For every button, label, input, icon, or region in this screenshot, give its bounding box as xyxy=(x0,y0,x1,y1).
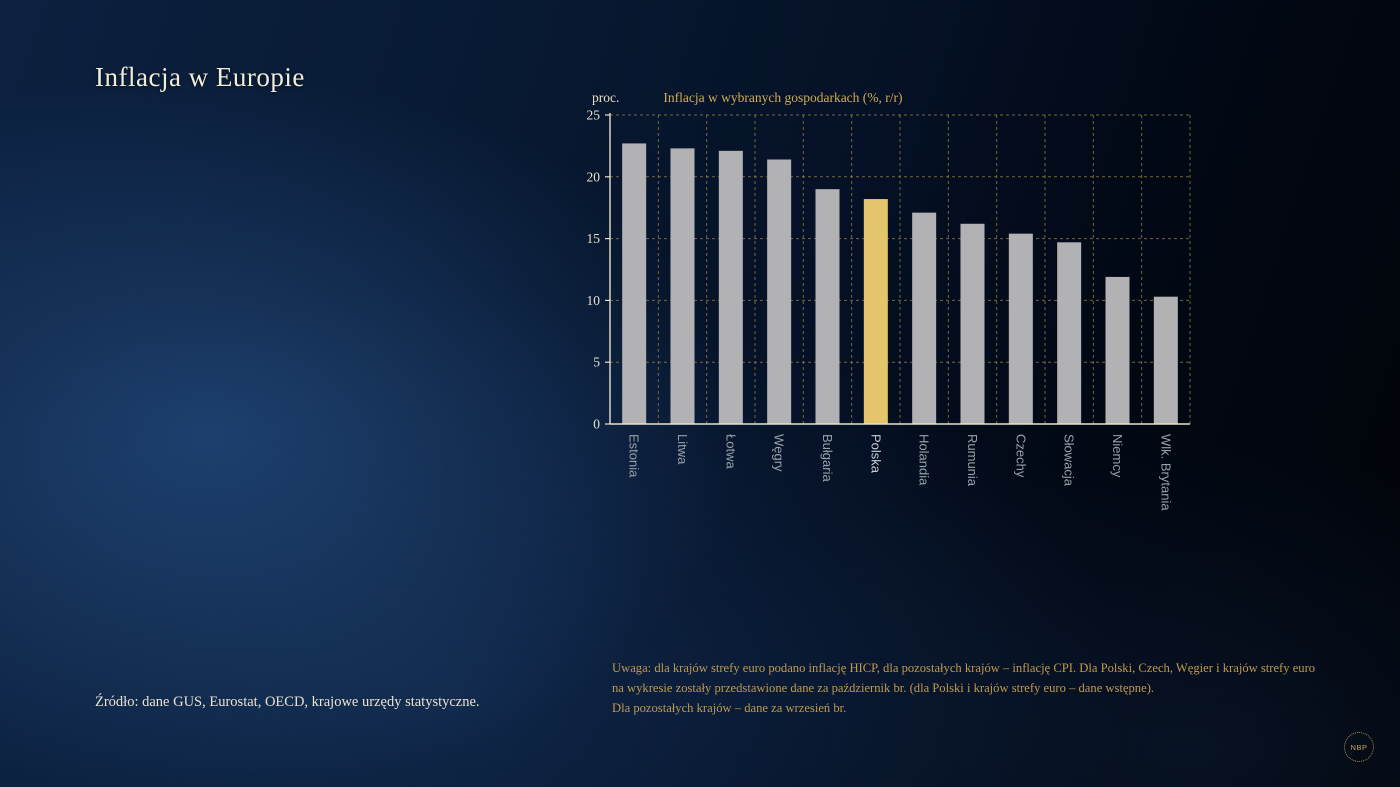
svg-text:0: 0 xyxy=(593,417,600,432)
svg-text:20: 20 xyxy=(587,169,601,184)
svg-text:Litwa: Litwa xyxy=(675,434,690,465)
svg-text:Węgry: Węgry xyxy=(772,434,787,472)
page-title: Inflacja w Europie xyxy=(95,62,305,92)
svg-text:5: 5 xyxy=(593,355,600,370)
svg-text:Polska: Polska xyxy=(868,434,883,474)
inflation-bar-chart: 0 5 10 15 20 25 Estonia Litwa Łotwa Węgry Bułgaria… xyxy=(587,108,1191,511)
chart-header: proc. Inflacja w wybranych gospodarkach … xyxy=(592,90,903,106)
svg-text:Estonia: Estonia xyxy=(627,434,642,478)
source-text: Źródło: dane GUS, Eurostat, OECD, krajow… xyxy=(95,694,480,710)
svg-text:25: 25 xyxy=(587,108,601,123)
nbp-logo-text: NBP xyxy=(1350,742,1368,752)
svg-text:Rumunia: Rumunia xyxy=(965,434,980,487)
svg-text:Słowacja: Słowacja xyxy=(1062,434,1077,487)
chart-title: Inflacja w wybranych gospodarkach (%, r/… xyxy=(663,90,903,105)
svg-text:Holandia: Holandia xyxy=(917,434,932,486)
svg-text:15: 15 xyxy=(587,231,601,246)
y-axis-unit-label: proc. xyxy=(592,90,620,105)
footnote-line-1: Uwaga: dla krajów strefy euro podano inf… xyxy=(612,661,1316,675)
footnote-line-2: na wykresie zostały przedstawione dane z… xyxy=(612,681,1155,696)
svg-text:Czechy: Czechy xyxy=(1013,434,1028,478)
svg-text:Łotwa: Łotwa xyxy=(723,434,738,469)
svg-text:Bułgaria: Bułgaria xyxy=(820,434,835,482)
footnote-line-3: Dla pozostałych krajów – dane za wrzesie… xyxy=(612,701,847,716)
svg-text:Niemcy: Niemcy xyxy=(1110,434,1125,478)
svg-text:Wlk. Brytania: Wlk. Brytania xyxy=(1158,434,1173,511)
svg-text:10: 10 xyxy=(587,293,601,308)
nbp-logo: NBP xyxy=(1344,732,1374,762)
chart-footnote: Uwaga: dla krajów strefy euro podano inf… xyxy=(612,658,1315,718)
